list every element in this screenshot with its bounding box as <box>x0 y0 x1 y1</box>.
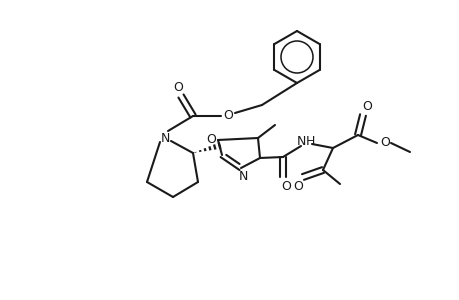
Text: N: N <box>296 134 305 148</box>
Text: O: O <box>173 80 183 94</box>
Text: O: O <box>223 109 232 122</box>
Text: H: H <box>305 134 314 148</box>
Text: O: O <box>280 179 290 193</box>
Text: O: O <box>206 133 215 146</box>
Text: O: O <box>292 179 302 193</box>
Text: N: N <box>160 131 169 145</box>
Text: O: O <box>379 136 389 148</box>
Text: O: O <box>361 100 371 112</box>
Text: N: N <box>238 169 247 182</box>
